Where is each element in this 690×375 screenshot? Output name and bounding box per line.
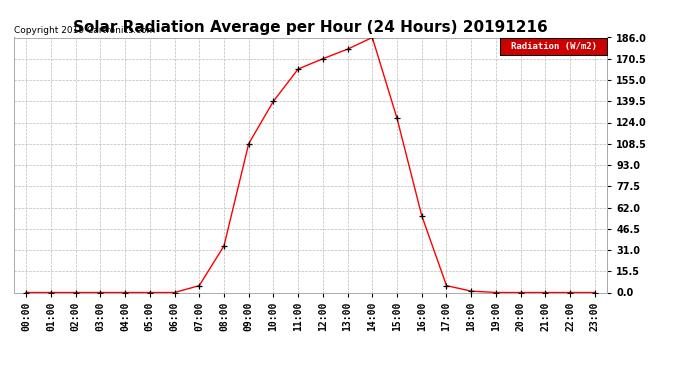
Text: Copyright 2019 Cartronics.com: Copyright 2019 Cartronics.com (14, 26, 155, 35)
Title: Solar Radiation Average per Hour (24 Hours) 20191216: Solar Radiation Average per Hour (24 Hou… (73, 20, 548, 35)
